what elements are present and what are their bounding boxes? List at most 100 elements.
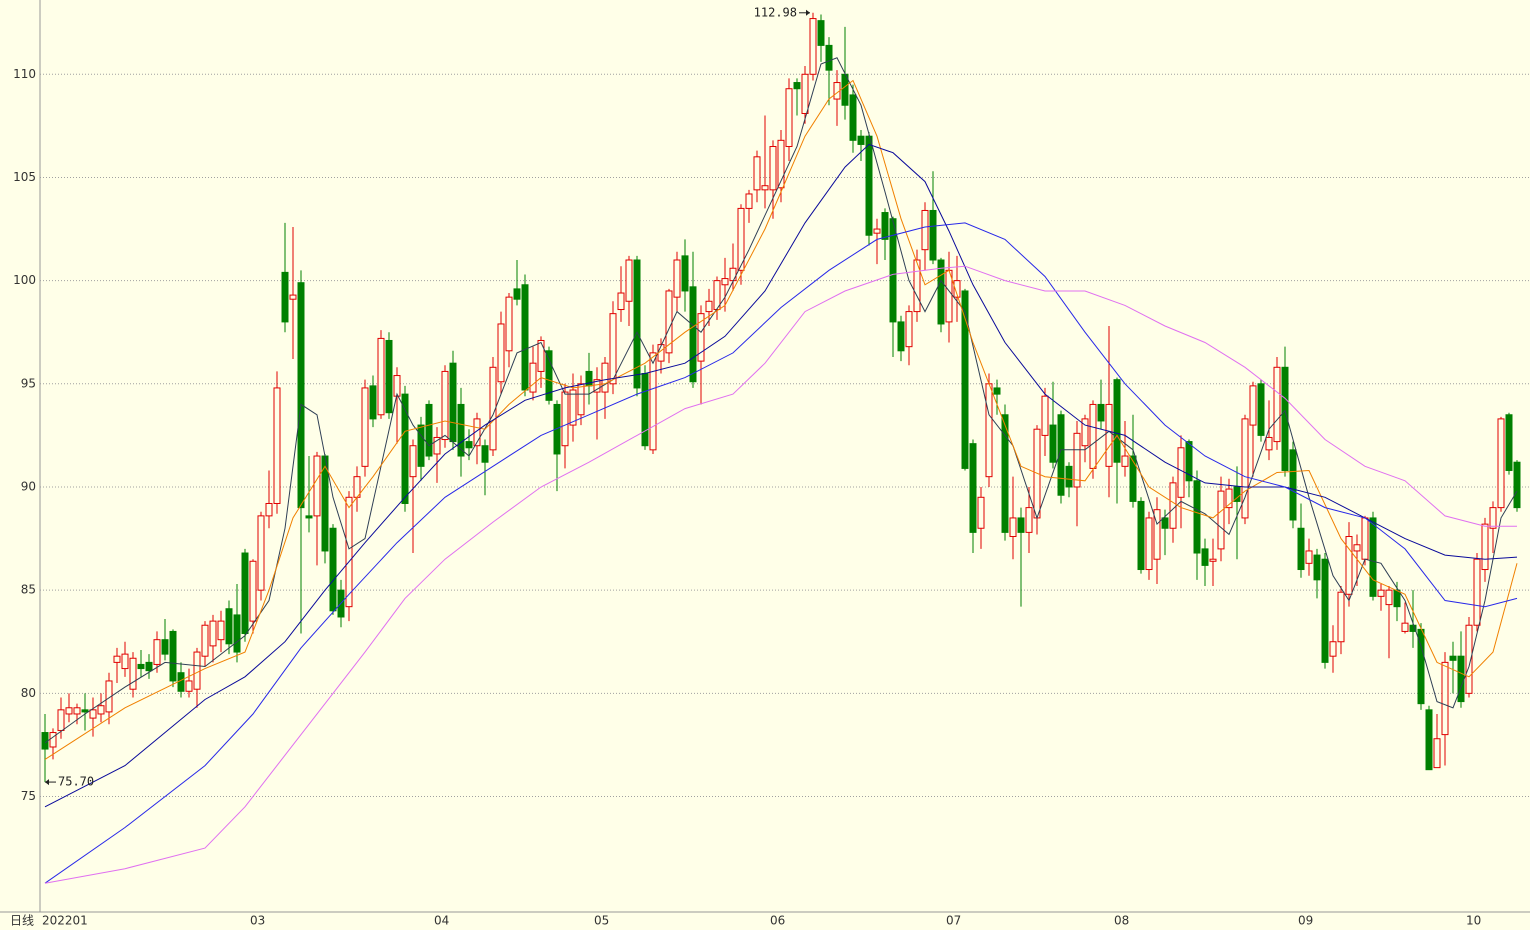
candle-body <box>769 146 777 191</box>
candle-body <box>489 366 497 451</box>
candle-body <box>1393 589 1401 608</box>
candle-body <box>1105 403 1113 467</box>
candle-body <box>1481 523 1489 571</box>
candle-body <box>1401 622 1409 632</box>
candle-body <box>1473 558 1481 626</box>
candle-body <box>857 135 865 145</box>
candle-body <box>121 653 129 670</box>
candle-body <box>1489 507 1497 529</box>
candle-body <box>545 350 553 401</box>
candle-body <box>1409 624 1417 632</box>
candle-body <box>801 73 809 114</box>
candle-body <box>625 259 633 302</box>
candle-body <box>705 300 713 313</box>
candle-body <box>1185 441 1193 482</box>
candle-body <box>449 362 457 443</box>
candle-body <box>953 280 961 298</box>
x-tick-label: 09 <box>1298 914 1313 928</box>
candle-body <box>753 156 761 191</box>
candle-body <box>425 403 433 457</box>
candle-body <box>193 651 201 690</box>
candle-body <box>1225 488 1233 509</box>
candle-body <box>233 614 241 653</box>
candle-body <box>1113 379 1121 463</box>
x-tick-label: 03 <box>250 914 265 928</box>
candle-body <box>169 630 177 682</box>
y-tick-label: 80 <box>21 686 36 700</box>
candle-body <box>1097 403 1105 422</box>
candle-body <box>609 313 617 385</box>
candle-body <box>1377 589 1385 597</box>
candle-body <box>529 362 537 393</box>
annotation-arrowhead <box>806 9 810 16</box>
candle-body <box>1081 418 1089 447</box>
candle-body <box>577 383 585 416</box>
y-tick-label: 105 <box>13 170 36 184</box>
candle-body <box>1089 403 1097 469</box>
candle-body <box>1249 385 1257 426</box>
candle-body <box>1369 517 1377 597</box>
candle-body <box>761 185 769 191</box>
candle-body <box>361 387 369 467</box>
candle-body <box>1257 383 1265 436</box>
candle-body <box>937 259 945 325</box>
candle-body <box>689 286 697 383</box>
moving-average-line <box>44 57 1518 744</box>
candle-body <box>553 403 561 455</box>
candle-body <box>841 73 849 106</box>
candle-body <box>1321 558 1329 663</box>
candle-body <box>737 207 745 271</box>
candle-body <box>417 424 425 467</box>
candle-body <box>601 362 609 393</box>
candle-body <box>1353 544 1361 552</box>
candle-body <box>145 661 153 672</box>
candle-body <box>289 294 297 300</box>
candle-body <box>1177 447 1185 498</box>
candle-body <box>65 707 73 715</box>
candle-body <box>929 209 937 261</box>
candle-body <box>1449 655 1457 661</box>
candle-body <box>1073 432 1081 488</box>
candle-body <box>1129 455 1137 502</box>
candle-body <box>969 443 977 533</box>
candle-body <box>49 732 57 748</box>
candle-body <box>1361 517 1369 560</box>
candle-body <box>881 212 889 240</box>
candle-body <box>913 259 921 313</box>
candle-body <box>473 418 481 447</box>
candle-body <box>1049 424 1057 463</box>
candle-body <box>457 403 465 457</box>
candle-body <box>185 680 193 692</box>
candle-body <box>633 259 641 389</box>
x-tick-label: 04 <box>434 914 449 928</box>
candle-body <box>113 655 121 663</box>
candle-body <box>825 44 833 71</box>
y-tick-label: 85 <box>21 583 36 597</box>
candle-body <box>505 296 513 352</box>
candle-body <box>1337 591 1345 643</box>
y-tick-label: 100 <box>13 273 36 287</box>
candle-body <box>641 372 649 447</box>
candle-body <box>265 502 273 517</box>
candle-body <box>1233 486 1241 502</box>
candle-body <box>153 639 161 665</box>
candle-body <box>129 657 137 690</box>
candle-body <box>57 709 65 731</box>
candle-body <box>1217 490 1225 550</box>
candle-body <box>721 278 729 286</box>
candle-body <box>1265 436 1273 451</box>
candle-body <box>81 709 89 713</box>
candle-body <box>257 515 265 591</box>
candle-body <box>1065 465 1073 488</box>
candle-body <box>497 323 505 383</box>
candle-body <box>465 441 473 449</box>
y-tick-label: 75 <box>21 789 36 803</box>
candle-body <box>1161 517 1169 529</box>
candle-body <box>1153 509 1161 560</box>
candle-body <box>649 352 657 451</box>
candle-body <box>409 445 417 478</box>
candle-body <box>1201 548 1209 566</box>
y-tick-label: 110 <box>13 67 36 81</box>
candle-body <box>993 387 1001 395</box>
candle-body <box>481 445 489 463</box>
